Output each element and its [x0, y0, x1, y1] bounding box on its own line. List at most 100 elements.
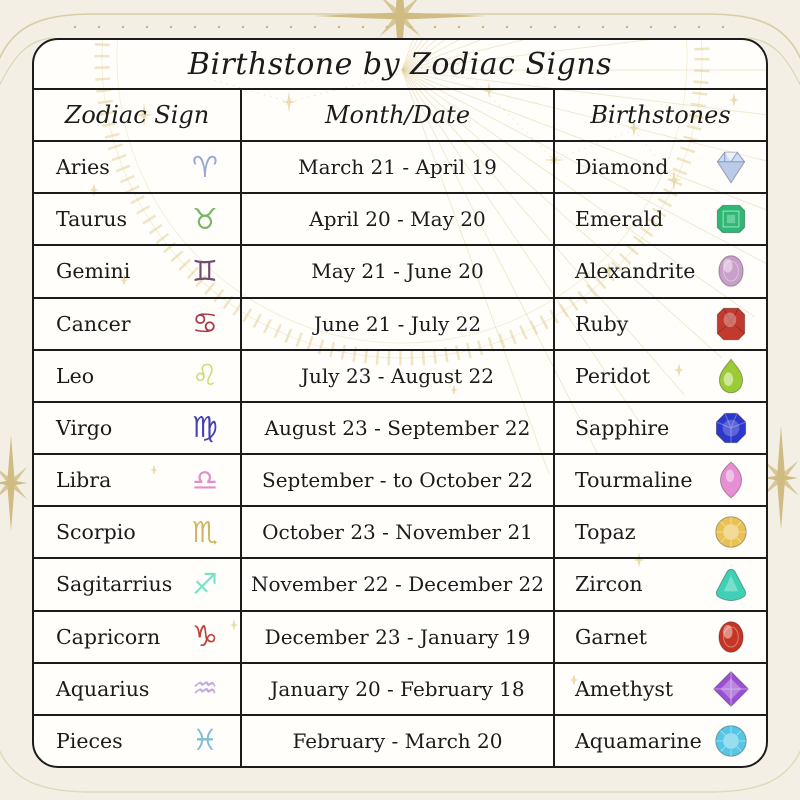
zodiac-symbol-icon-libra: ♎ — [192, 462, 218, 497]
birthstone-name: Sapphire — [575, 415, 670, 440]
birthstone-cell: Aquamarine — [555, 716, 766, 766]
zodiac-name: Cancer — [56, 311, 131, 336]
birthstone-cell: Ruby — [555, 299, 766, 349]
date-range: January 20 - February 18 — [240, 663, 555, 714]
header-birthstones: Birthstones — [590, 101, 731, 129]
zodiac-symbol-icon-sagitarrius: ♐ — [192, 566, 218, 601]
zodiac-name: Libra — [56, 468, 112, 493]
table-row-1: Aries ♈ March 21 - April 19 Diamond — [34, 142, 766, 195]
gem-icon-amethyst — [712, 670, 750, 707]
zodiac-name: Aries — [56, 155, 110, 180]
table-row-4: Cancer ♋ June 21 - July 22 Ruby — [34, 298, 766, 351]
birthstone-name: Topaz — [575, 520, 636, 545]
zodiac-name: Leo — [56, 363, 95, 388]
zodiac-symbol-icon-pieces: ♓ — [192, 723, 218, 758]
table-row-11: Aquarius ♒ January 20 - February 18 Amet… — [34, 663, 766, 716]
birthstone-cell: Peridot — [555, 351, 766, 401]
zodiac-symbol-icon-gemini: ♊ — [192, 253, 218, 288]
table-row-5: Leo ♌ July 23 - August 22 Peridot — [34, 350, 766, 403]
header-month-date: Month/Date — [240, 90, 555, 140]
zodiac-cell: Virgo ♍ — [34, 403, 240, 453]
zodiac-cell: Aries ♈ — [34, 142, 240, 192]
zodiac-cell: Scorpio ♏ — [34, 507, 240, 557]
date-range: November 22 - December 22 — [240, 559, 555, 610]
zodiac-cell: Cancer ♋ — [34, 299, 240, 349]
birthstone-cell: Emerald — [555, 194, 766, 244]
table-title-bar: Birthstone by Zodiac Signs — [34, 40, 766, 90]
zodiac-symbol-icon-taurus: ♉ — [192, 201, 218, 236]
birthstone-cell: Tourmaline — [555, 455, 766, 505]
zodiac-symbol-icon-leo: ♌ — [192, 358, 218, 393]
table-row-2: Taurus ♉ April 20 - May 20 Emerald — [34, 194, 766, 247]
date-range: June 21 - July 22 — [240, 298, 555, 349]
page-title: Birthstone by Zodiac Signs — [187, 46, 613, 82]
birthstone-name: Tourmaline — [575, 468, 693, 493]
gem-icon-garnet — [718, 620, 744, 653]
birthstone-name: Peridot — [575, 363, 651, 388]
zodiac-cell: Pieces ♓ — [34, 716, 240, 766]
table-row-9: Sagitarrius ♐ November 22 - December 22 … — [34, 559, 766, 612]
zodiac-name: Gemini — [56, 259, 131, 284]
table-row-7: Libra ♎ September - to October 22 Tourma… — [34, 455, 766, 508]
zodiac-name: Sagitarrius — [56, 572, 173, 597]
birthstone-name: Diamond — [575, 155, 669, 180]
table-row-12: Pieces ♓ February - March 20 Aquamarine — [34, 715, 766, 766]
zodiac-cell: Sagitarrius ♐ — [34, 559, 240, 609]
birthstone-name: Aquamarine — [575, 728, 702, 753]
birthstone-cell: Amethyst — [555, 664, 766, 714]
zodiac-cell: Libra ♎ — [34, 455, 240, 505]
zodiac-symbol-icon-aquarius: ♒ — [192, 671, 218, 706]
birthstone-name: Ruby — [575, 311, 629, 336]
zodiac-symbol-icon-scorpio: ♏ — [192, 514, 218, 549]
birthstone-name: Amethyst — [575, 676, 674, 701]
birthstone-cell: Diamond — [555, 142, 766, 192]
birthstone-cell: Topaz — [555, 507, 766, 557]
table-row-3: Gemini ♊ May 21 - June 20 Alexandrite — [34, 246, 766, 299]
birthstone-cell: Garnet — [555, 612, 766, 662]
zodiac-name: Scorpio — [56, 520, 136, 545]
gem-icon-zircon — [715, 569, 747, 602]
birthstone-name: Emerald — [575, 207, 664, 232]
birthstone-name: Alexandrite — [575, 259, 696, 284]
date-range: December 23 - January 19 — [240, 611, 555, 662]
zodiac-symbol-icon-cancer: ♋ — [192, 306, 218, 341]
birthstone-cell: Sapphire — [555, 403, 766, 453]
date-range: April 20 - May 20 — [240, 194, 555, 245]
gem-icon-aquamarine — [715, 725, 747, 757]
date-range: March 21 - April 19 — [240, 142, 555, 193]
zodiac-symbol-icon-aries: ♈ — [192, 149, 218, 184]
birthstone-table: Birthstone by Zodiac Signs Zodiac Sign M… — [32, 38, 768, 768]
zodiac-name: Taurus — [56, 207, 128, 232]
zodiac-name: Pieces — [56, 728, 123, 753]
birthstone-cell: Zircon — [555, 559, 766, 609]
table-row-6: Virgo ♍ August 23 - September 22 Sapphir… — [34, 402, 766, 456]
date-range: May 21 - June 20 — [240, 246, 555, 297]
gem-icon-sapphire — [715, 412, 747, 444]
zodiac-cell: Taurus ♉ — [34, 194, 240, 244]
date-range: July 23 - August 22 — [240, 350, 555, 401]
date-range: February - March 20 — [240, 715, 555, 766]
gem-icon-tourmaline — [719, 461, 743, 499]
date-range: September - to October 22 — [240, 455, 555, 506]
gem-icon-diamond — [716, 151, 746, 184]
date-range: October 23 - November 21 — [240, 507, 555, 558]
table-row-8: Scorpio ♏ October 23 - November 21 Topaz — [34, 507, 766, 560]
table-header-row: Zodiac Sign Month/Date Birthstones — [34, 90, 766, 142]
zodiac-symbol-icon-virgo: ♍ — [192, 410, 218, 445]
birthstone-name: Garnet — [575, 624, 647, 649]
zodiac-symbol-icon-capricorn: ♑ — [192, 619, 218, 654]
gem-icon-topaz — [715, 516, 747, 549]
zodiac-cell: Aquarius ♒ — [34, 664, 240, 714]
gem-icon-alexandrite — [718, 255, 744, 288]
zodiac-cell: Capricorn ♑ — [34, 612, 240, 662]
gem-icon-emerald — [716, 205, 746, 234]
birthstone-cell: Alexandrite — [555, 246, 766, 296]
zodiac-name: Virgo — [56, 415, 113, 440]
zodiac-name: Aquarius — [56, 676, 150, 701]
zodiac-cell: Gemini ♊ — [34, 246, 240, 296]
zodiac-name: Capricorn — [56, 624, 161, 649]
gem-icon-peridot — [718, 358, 744, 394]
header-zodiac-sign: Zodiac Sign — [64, 101, 210, 129]
table-row-10: Capricorn ♑ December 23 - January 19 Gar… — [34, 611, 766, 664]
zodiac-cell: Leo ♌ — [34, 351, 240, 401]
